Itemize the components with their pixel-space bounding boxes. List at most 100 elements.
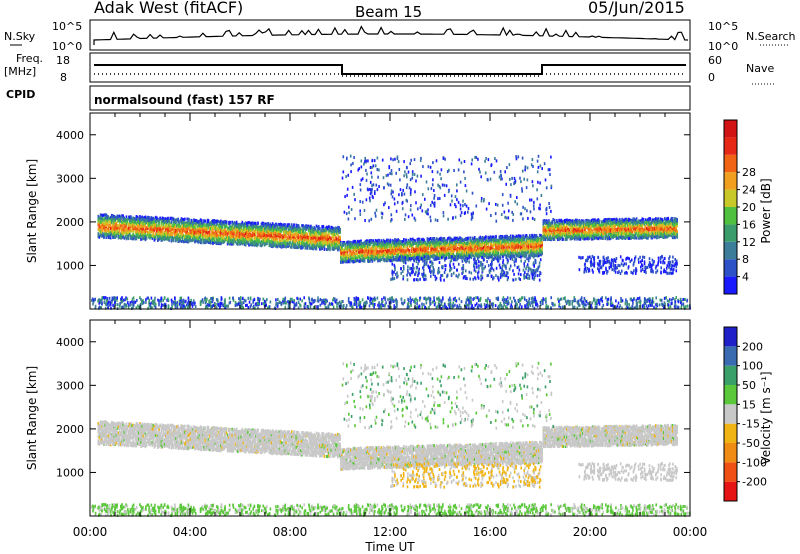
- power-cell: [228, 239, 230, 243]
- power-cell: [265, 231, 267, 235]
- power-cell: [321, 237, 323, 241]
- nsearch-label: N.Search: [746, 30, 796, 43]
- power-cell: [149, 234, 151, 238]
- power-cell: [371, 250, 374, 253]
- power-cell: [160, 238, 163, 242]
- power-cell: [143, 235, 146, 239]
- power-cell: [229, 220, 231, 224]
- power-cell: [310, 237, 312, 240]
- power-cell: [283, 232, 285, 236]
- power-cell: [343, 259, 345, 263]
- power-cell: [154, 225, 157, 229]
- power-cell: [241, 240, 244, 244]
- power-cell: [179, 230, 182, 234]
- power-cell: [100, 234, 103, 237]
- power-cell: [386, 248, 388, 252]
- power-cell: [175, 232, 177, 236]
- power-cell: [125, 224, 128, 228]
- power-cell: [329, 238, 331, 242]
- power-cell: [355, 256, 358, 260]
- power-cell: [192, 228, 194, 232]
- power-cell: [130, 236, 132, 240]
- power-cell: [97, 223, 100, 227]
- power-cell: [97, 222, 100, 225]
- power-cell: [122, 216, 124, 220]
- power-cell: [371, 259, 374, 263]
- power-cell: [349, 252, 351, 256]
- power-cell: [125, 233, 128, 237]
- power-cell: [133, 224, 136, 228]
- power-cell: [106, 222, 109, 226]
- power-cell: [278, 227, 281, 231]
- power-cell: [180, 230, 183, 234]
- power-cell: [261, 243, 264, 247]
- power-cell: [376, 242, 378, 246]
- power-cell: [208, 238, 211, 242]
- power-cell: [144, 222, 147, 226]
- power-cell: [345, 258, 348, 262]
- power-cell: [117, 218, 120, 222]
- power-cell: [321, 232, 323, 236]
- power-cell: [344, 259, 347, 263]
- power-cell: [341, 251, 343, 255]
- power-cell: [204, 238, 206, 242]
- power-cell: [112, 218, 114, 222]
- power-cell: [161, 237, 164, 241]
- power-cell: [350, 241, 352, 245]
- power-cell: [126, 228, 129, 232]
- power-cell: [240, 239, 242, 243]
- power-cell: [205, 231, 208, 235]
- power-cell: [212, 241, 214, 245]
- power-cell: [139, 219, 141, 223]
- power-cell: [169, 216, 172, 220]
- power-cell: [178, 237, 181, 241]
- power-cell: [165, 231, 167, 235]
- power-cell: [229, 224, 231, 228]
- power-cell: [186, 232, 188, 236]
- power-cell: [267, 230, 269, 233]
- power-cell: [383, 239, 386, 243]
- power-cell: [355, 243, 358, 247]
- power-cell: [206, 227, 209, 231]
- power-cell: [331, 239, 334, 243]
- power-cell: [347, 257, 350, 261]
- power-cell: [111, 218, 113, 221]
- power-cell: [325, 225, 328, 229]
- power-cell: [115, 224, 118, 228]
- power-cell: [187, 217, 190, 221]
- power-cell: [129, 233, 131, 237]
- power-cell: [262, 228, 265, 231]
- power-cell: [169, 229, 172, 233]
- power-cell: [292, 229, 294, 233]
- power-cell: [367, 252, 369, 256]
- power-cell: [360, 248, 362, 252]
- power-cell: [193, 218, 195, 222]
- power-cell: [377, 244, 379, 248]
- power-cell: [114, 224, 116, 228]
- power-cell: [127, 217, 130, 221]
- power-cell: [307, 244, 310, 248]
- power-cell: [383, 245, 386, 249]
- power-cell: [234, 229, 237, 233]
- power-cell: [347, 240, 350, 244]
- power-cell: [293, 236, 295, 240]
- power-cell: [228, 226, 230, 230]
- power-cell: [266, 234, 268, 238]
- power-cell: [171, 217, 174, 221]
- power-cell: [274, 241, 276, 245]
- power-cell: [208, 232, 211, 236]
- power-cell: [309, 225, 311, 229]
- power-cell: [374, 251, 377, 255]
- power-cell: [302, 233, 304, 237]
- power-cell: [277, 227, 280, 231]
- power-cell: [351, 259, 353, 263]
- power-cell: [246, 235, 248, 239]
- power-cell: [186, 217, 188, 221]
- power-cell: [193, 224, 195, 228]
- power-cell: [231, 235, 233, 239]
- power-cell: [207, 230, 210, 234]
- power-cell: [238, 239, 240, 243]
- power-cell: [158, 223, 160, 227]
- power-cell: [168, 233, 170, 237]
- power-cell: [286, 240, 289, 244]
